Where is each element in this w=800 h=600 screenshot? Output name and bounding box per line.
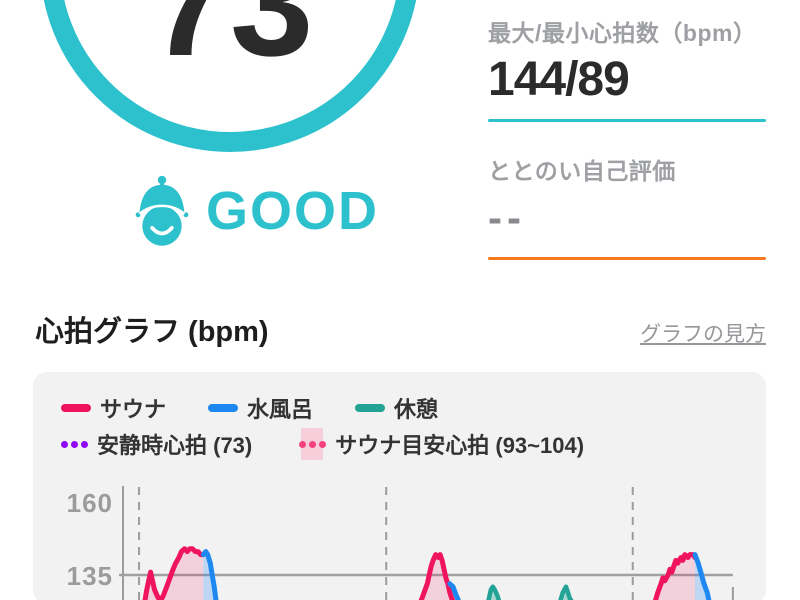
heart-rate-chart: サウナ 水風呂 休憩 安静時心拍 (73)	[33, 372, 766, 600]
orange-divider	[488, 257, 766, 260]
resting-hr-dots-swatch	[61, 440, 88, 448]
totonoi-score-value: 73	[148, 0, 314, 87]
legend-label: サウナ	[100, 397, 167, 422]
legend-item-rest: 休憩	[355, 392, 438, 424]
heart-rate-graph-title: 心拍グラフ (bpm)	[35, 316, 269, 348]
legend-label: サウナ目安心拍 (93~104)	[335, 433, 585, 458]
graph-help-link[interactable]: グラフの見方	[640, 323, 766, 346]
max-min-hr-value: 144/89	[488, 53, 630, 106]
self-rating-value: --	[488, 194, 526, 241]
y-axis-tick-160: 160	[66, 488, 113, 518]
legend-item-sauna-target: サウナ目安心拍 (93~104)	[298, 428, 584, 460]
y-axis-tick-135: 135	[66, 561, 113, 591]
legend-label: 休憩	[394, 397, 439, 422]
legend-item-sauna: サウナ	[61, 392, 166, 424]
legend-item-coldbath: 水風呂	[208, 392, 313, 424]
legend-label: 水風呂	[247, 397, 314, 422]
legend-item-resting-hr: 安静時心拍 (73)	[61, 428, 252, 460]
sauna-hat-face-icon	[135, 175, 189, 246]
score-rating: GOOD	[132, 172, 379, 250]
max-min-hr-label: 最大/最小心拍数（bpm）	[488, 20, 757, 46]
coldbath-line-swatch	[208, 404, 239, 412]
self-rating-label: ととのい自己評価	[488, 158, 676, 184]
legend-label: 安静時心拍 (73)	[97, 433, 253, 458]
teal-divider	[488, 119, 766, 122]
sauna-line-swatch	[61, 404, 91, 412]
score-rating-label: GOOD	[206, 181, 380, 241]
chart-legend-row-2: 安静時心拍 (73) サウナ目安心拍 (93~104)	[61, 428, 584, 460]
rest-line-swatch	[355, 404, 386, 412]
sauna-target-band-swatch	[298, 428, 326, 460]
chart-legend-row-1: サウナ 水風呂 休憩	[61, 392, 438, 424]
